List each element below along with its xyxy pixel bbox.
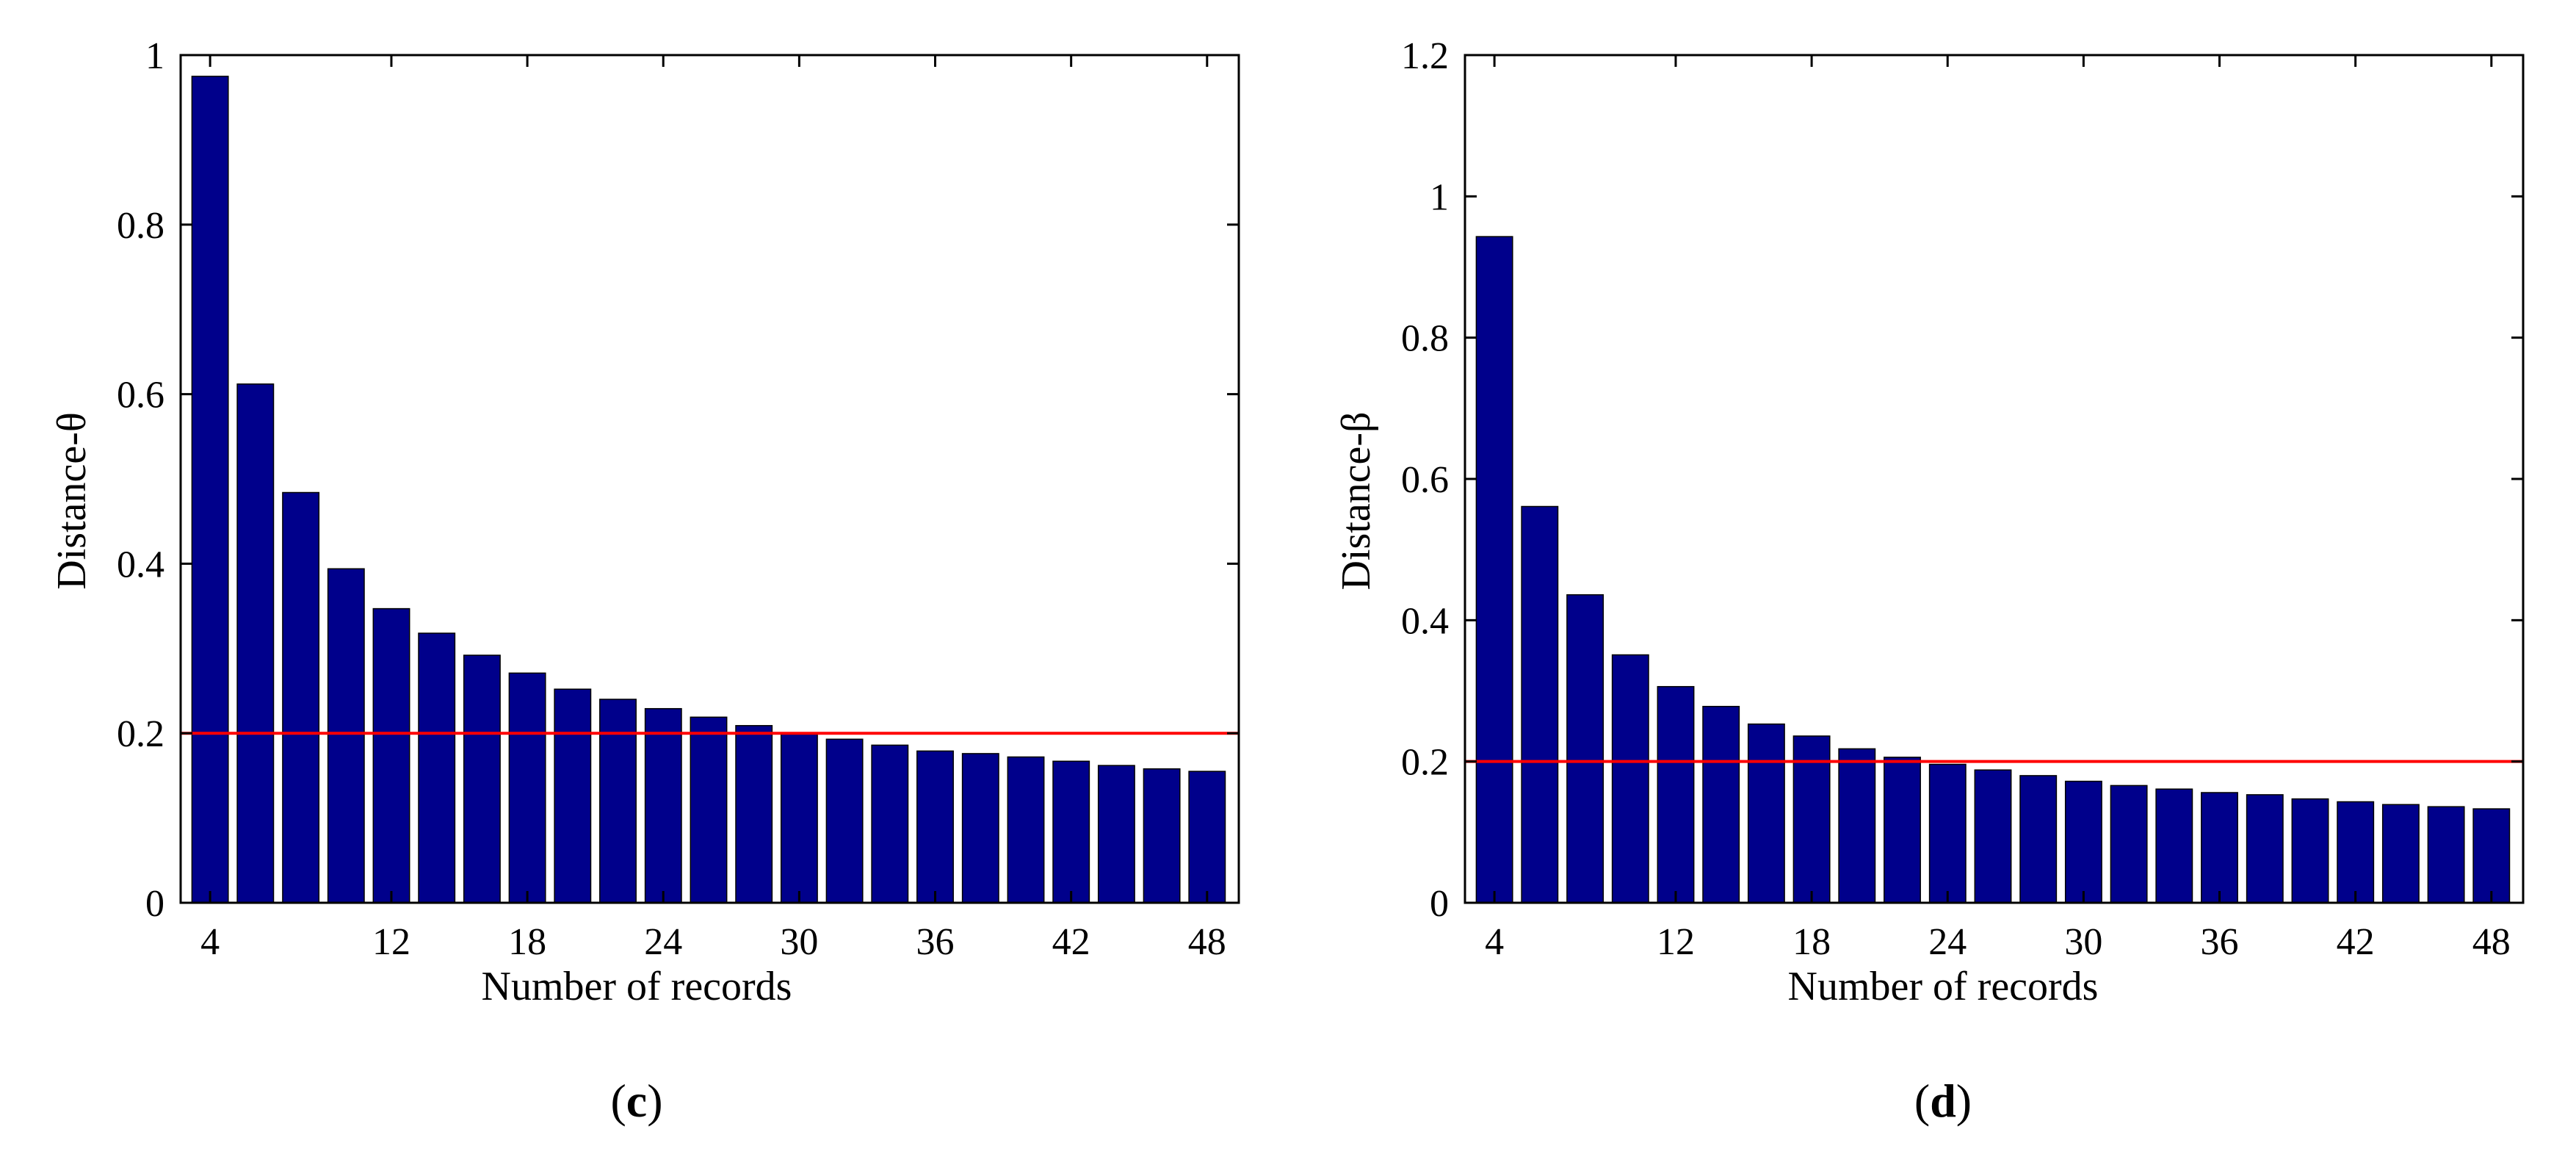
- bar-d-8: [1566, 594, 1604, 904]
- bar-c-40: [1007, 756, 1045, 904]
- bar-c-28: [735, 725, 773, 904]
- x-tick-label-c: 42: [1052, 921, 1090, 963]
- x-tick-label-c: 18: [508, 921, 546, 963]
- bar-d-44: [2381, 804, 2420, 904]
- chart-panel-c: 0 0.2 0.4 0.6 0.8 1 4 12 18 24 30 36 42 48 Number of…: [49, 35, 1240, 1127]
- x-tick-label-c: 48: [1188, 921, 1226, 963]
- bar-c-42: [1052, 760, 1090, 904]
- bar-c-8: [282, 491, 320, 904]
- x-axis-label-d: Number of records: [1788, 964, 2099, 1009]
- y-tick-label-c: 0.2: [117, 713, 164, 755]
- x-tick-label-d: 4: [1485, 921, 1504, 963]
- bar-d-34: [2155, 788, 2193, 904]
- x-tick-label-d: 12: [1657, 921, 1695, 963]
- y-axis-label-d: Distance-β: [1334, 411, 1379, 590]
- bar-d-28: [2019, 775, 2058, 904]
- y-tick-label-c: 0: [145, 883, 164, 925]
- y-tick-label-d: 0.2: [1401, 742, 1449, 784]
- x-tick-label-c: 36: [916, 921, 955, 963]
- bar-d-46: [2427, 806, 2465, 904]
- bar-c-26: [690, 716, 728, 904]
- y-tick-label-c: 0.8: [117, 205, 164, 247]
- bars-c: [191, 76, 1226, 904]
- panel-label-open-c: (: [610, 1075, 626, 1127]
- bar-d-26: [1974, 769, 2012, 904]
- bars-d: [1475, 236, 2511, 904]
- bar-d-40: [2291, 798, 2329, 904]
- bar-c-4: [191, 76, 229, 904]
- panel-label-close-d: ): [1956, 1075, 1972, 1127]
- x-tick-label-d: 36: [2201, 921, 2239, 963]
- bar-d-42: [2337, 801, 2375, 904]
- bar-c-16: [463, 654, 501, 904]
- y-tick-label-d: 1: [1430, 176, 1449, 218]
- bar-d-20: [1838, 748, 1876, 904]
- x-tick-label-c: 24: [644, 921, 682, 963]
- panel-label-d: (d): [1914, 1075, 1972, 1127]
- bar-d-38: [2246, 794, 2284, 904]
- y-tick-label-d: 0.8: [1401, 318, 1449, 360]
- y-ticks-c: 0 0.2 0.4 0.6 0.8 1: [117, 35, 1239, 925]
- x-ticks-d: 4 12 18 24 30 36 42 48: [1485, 55, 2511, 963]
- y-tick-label-c: 0.4: [117, 544, 164, 585]
- panel-label-letter-c: c: [626, 1075, 647, 1127]
- bar-c-12: [372, 607, 410, 904]
- panel-label-letter-d: d: [1930, 1075, 1956, 1127]
- y-tick-label-c: 0.6: [117, 375, 164, 416]
- bar-c-46: [1143, 768, 1181, 904]
- bar-c-20: [554, 688, 592, 904]
- y-tick-label-d: 1.2: [1401, 35, 1449, 77]
- bar-c-44: [1097, 765, 1135, 904]
- bar-c-34: [871, 744, 909, 904]
- x-tick-label-c: 30: [780, 921, 818, 963]
- panel-label-open-d: (: [1914, 1075, 1930, 1127]
- bar-c-10: [327, 568, 365, 904]
- y-axis-label-c: Distance-θ: [49, 412, 95, 589]
- x-tick-label-c: 12: [372, 921, 410, 963]
- bar-d-36: [2201, 792, 2238, 904]
- bar-c-24: [644, 707, 682, 904]
- bar-d-18: [1792, 735, 1831, 904]
- plot-frame-c: [179, 54, 1240, 904]
- bar-c-14: [418, 632, 456, 904]
- bar-d-6: [1521, 505, 1559, 904]
- bar-c-48: [1188, 771, 1226, 904]
- bar-d-22: [1884, 757, 1921, 904]
- bar-d-10: [1611, 654, 1649, 904]
- bar-c-36: [916, 750, 954, 904]
- y-tick-label-c: 1: [145, 35, 164, 77]
- bar-d-12: [1657, 685, 1695, 904]
- panel-label-c: (c): [610, 1075, 662, 1127]
- x-tick-label-d: 30: [2064, 921, 2102, 963]
- bar-d-24: [1928, 763, 1967, 904]
- x-ticks-c: 4 12 18 24 30 36 42 48: [200, 55, 1226, 963]
- bar-d-14: [1702, 705, 1740, 904]
- x-tick-label-c: 4: [200, 921, 220, 963]
- y-tick-label-d: 0: [1430, 883, 1449, 925]
- y-tick-label-d: 0.6: [1401, 459, 1449, 501]
- bar-d-30: [2064, 780, 2102, 904]
- y-ticks-d: 0 0.2 0.4 0.6 0.8 1 1.2: [1401, 35, 2523, 925]
- bar-d-48: [2472, 808, 2511, 904]
- bar-c-22: [599, 699, 637, 904]
- bar-c-32: [825, 738, 864, 904]
- chart-panel-d: 0 0.2 0.4 0.6 0.8 1 1.2 4 12 18 24 30 36 42 48 Number…: [1334, 35, 2525, 1127]
- bar-d-32: [2110, 785, 2148, 904]
- bar-d-4: [1475, 236, 1513, 904]
- x-tick-label-d: 48: [2472, 921, 2511, 963]
- x-tick-label-d: 24: [1928, 921, 1967, 963]
- bar-c-38: [961, 753, 999, 904]
- bar-c-18: [508, 672, 546, 904]
- bar-c-30: [780, 733, 818, 904]
- bar-d-16: [1747, 723, 1785, 904]
- bar-c-6: [236, 383, 275, 904]
- x-axis-label-c: Number of records: [482, 964, 792, 1009]
- y-tick-label-d: 0.4: [1401, 600, 1449, 642]
- panel-label-close-c: ): [647, 1075, 662, 1127]
- x-tick-label-d: 18: [1792, 921, 1831, 963]
- x-tick-label-d: 42: [2337, 921, 2375, 963]
